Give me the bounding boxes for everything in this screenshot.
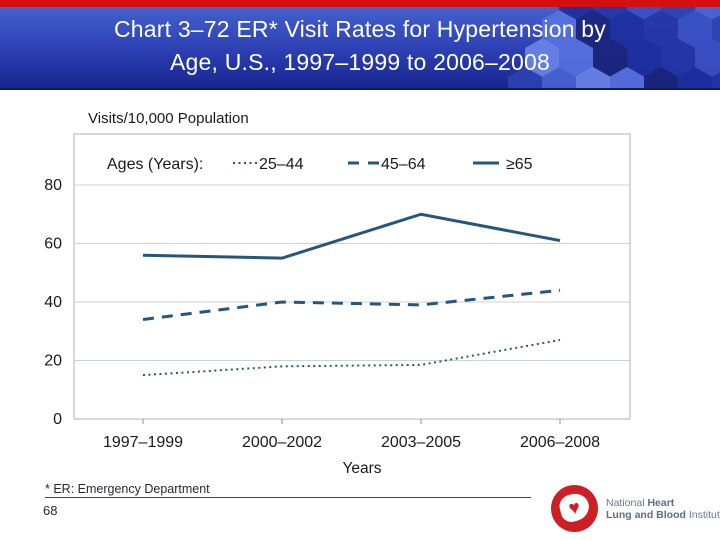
page-number: 68 <box>43 503 58 518</box>
y-tick-label-40: 40 <box>44 294 62 311</box>
hexagon-icon <box>678 10 712 49</box>
hexagon-icon <box>712 72 720 88</box>
hexagon-icon <box>593 7 627 21</box>
title-banner: Chart 3–72 ER* Visit Rates for Hypertens… <box>0 0 720 90</box>
footnote: * ER: Emergency Department <box>45 482 210 496</box>
hexagon-icon <box>627 7 661 21</box>
logo-line1-regular: National <box>606 496 645 509</box>
hexagon-icon <box>712 15 720 44</box>
hexagon-icon <box>576 10 610 49</box>
x-tick-label-4: 2006–2008 <box>520 434 600 451</box>
nhlbi-logo-text: National Heart Lung and Blood Institute <box>606 497 720 521</box>
legend-series-65plus: ≥65 <box>506 156 533 173</box>
series-lines <box>142 212 561 377</box>
hexagon-icon <box>695 7 720 21</box>
hexagon-icon <box>661 7 695 21</box>
hexagon-icon <box>661 38 695 78</box>
heart-icon: ♥ <box>567 496 582 520</box>
top-red-bar <box>0 0 720 7</box>
hexagon-icon <box>593 38 627 78</box>
slide-title-line1: Chart 3–72 ER* Visit Rates for Hypertens… <box>113 16 606 42</box>
slide-title-line2: Age, U.S., 1997–1999 to 2006–2008 <box>169 49 551 75</box>
series-line-solid <box>142 212 561 260</box>
series-line-dotted <box>142 339 561 377</box>
hexagon-icon <box>525 38 559 78</box>
hexagon-icon <box>559 7 593 21</box>
series-line-dashed <box>142 288 561 322</box>
hexagon-icon <box>559 38 593 78</box>
x-tick-label-2: 2000–2002 <box>242 434 322 451</box>
x-tick-label-3: 2003–2005 <box>381 434 461 451</box>
legend-series-25-44: 25–44 <box>259 156 304 173</box>
legend-series-45-64: 45–64 <box>381 156 426 173</box>
hexagon-icon <box>644 67 678 88</box>
x-tick-label-1: 1997–1999 <box>103 434 183 451</box>
y-tick-label-80: 80 <box>44 177 62 194</box>
hexagon-icon <box>627 38 661 78</box>
hexagon-icon <box>610 10 644 49</box>
hexagon-icon <box>542 10 576 49</box>
hexagon-icon <box>542 67 576 88</box>
footnote-rule <box>45 497 531 498</box>
plot-area <box>73 133 631 420</box>
line-chart: 0 20 40 60 80 1997–1999 2000–2002 2003–2… <box>44 133 631 451</box>
logo-line2-bold: Lung and Blood <box>606 508 686 521</box>
y-tick-label-0: 0 <box>53 411 62 428</box>
hexagon-decoration-icon <box>508 7 720 88</box>
hexagon-icon <box>576 67 610 88</box>
y-tick-label-60: 60 <box>44 236 62 253</box>
nhlbi-logo: ♥ National Heart Lung and Blood Institut… <box>551 485 720 532</box>
hexagon-icon <box>695 38 720 78</box>
logo-line2-regular: Institute <box>688 508 720 521</box>
hexagon-icon <box>508 67 542 88</box>
legend-label: Ages (Years): <box>107 156 203 173</box>
hexagon-icon <box>678 67 712 88</box>
hexagon-icon <box>610 67 644 88</box>
hexagon-icon <box>644 10 678 49</box>
logo-line1-bold: Heart <box>647 496 675 509</box>
slide-title: Chart 3–72 ER* Visit Rates for Hypertens… <box>0 13 720 79</box>
nhlbi-logo-mark: ♥ <box>551 485 598 532</box>
y-axis-title: Visits/10,000 Population <box>88 110 249 127</box>
y-tick-label-20: 20 <box>44 353 62 370</box>
x-axis-title: Years <box>342 460 382 477</box>
